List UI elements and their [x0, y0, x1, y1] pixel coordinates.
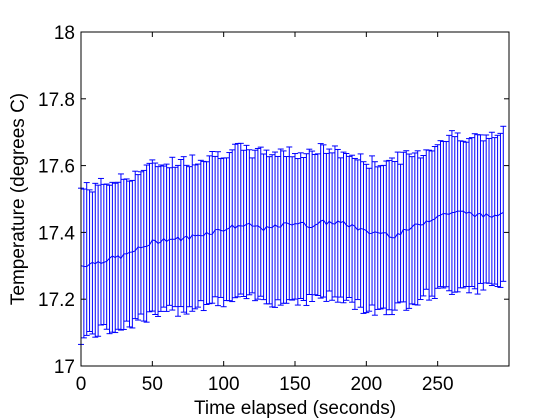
x-axis-title: Time elapsed (seconds): [194, 398, 396, 419]
x-tick-label: 150: [279, 374, 311, 395]
x-tick-label: 100: [208, 374, 240, 395]
mean-temperature-line: [80, 210, 504, 268]
y-tick-label: 17.2: [38, 290, 75, 311]
x-tick-labels: 0 50 100 150 200 250: [76, 374, 454, 395]
error-bars: [78, 125, 507, 345]
y-tick-labels: 17 17.2 17.4 17.6 17.8 18: [38, 23, 75, 378]
x-tick-label: 200: [350, 374, 382, 395]
axis-ticks: [80, 31, 509, 367]
y-tick-label: 17.8: [38, 90, 75, 111]
x-tick-label: 250: [422, 374, 454, 395]
y-axis-title: Temperature (degrees C): [8, 93, 29, 305]
y-tick-label: 17.6: [38, 157, 75, 178]
y-tick-label: 18: [54, 23, 75, 44]
x-tick-label: 50: [142, 374, 163, 395]
y-tick-label: 17: [54, 357, 75, 378]
y-tick-label: 17.4: [38, 223, 75, 244]
x-tick-label: 0: [76, 374, 87, 395]
